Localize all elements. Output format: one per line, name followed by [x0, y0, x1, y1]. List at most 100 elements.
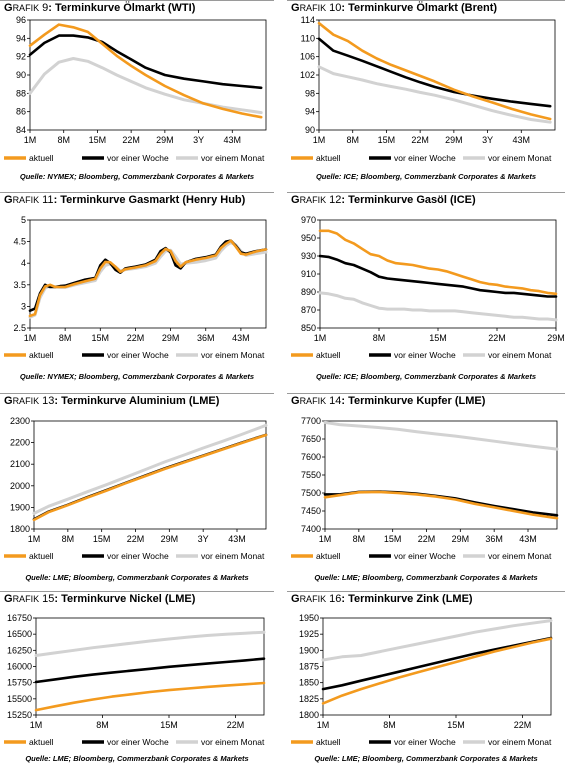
y-tick-label: 7700: [301, 416, 321, 426]
x-tick-label: 43M: [228, 534, 246, 544]
x-tick-label: 36M: [197, 333, 215, 343]
line-chart: 2.5 3 3.5 4 4.5 5 1M 8M 15M 22M 29M 36M 43M aktuell vo…: [4, 215, 268, 360]
series-line-vor-einem-monat: [321, 619, 553, 662]
x-tick-label: 22M: [488, 333, 506, 343]
legend-label: aktuell: [29, 350, 54, 360]
y-tick-label: 98: [305, 88, 315, 98]
y-tick-label: 2200: [10, 438, 30, 448]
legend-label: vor einem Monat: [201, 153, 265, 163]
x-tick-label: 15M: [429, 333, 447, 343]
legend-label: aktuell: [316, 350, 341, 360]
chart-title: GRAFIK 10: Terminkurve Ölmarkt (Brent): [291, 2, 498, 14]
x-tick-label: 1M: [28, 534, 41, 544]
chart-panel-grafik-14: GRAFIK 14: Terminkurve Kupfer (LME) 7400…: [287, 393, 565, 585]
legend-label: vor einem Monat: [488, 153, 552, 163]
x-tick-label: 29M: [161, 534, 179, 544]
x-tick-label: 3Y: [193, 135, 204, 145]
x-tick-label: 15M: [92, 333, 110, 343]
x-tick-label: 1M: [319, 534, 332, 544]
x-tick-label: 29M: [445, 135, 463, 145]
x-tick-label: 29M: [547, 333, 565, 343]
x-tick-label: 22M: [127, 534, 145, 544]
y-tick-label: 106: [300, 52, 315, 62]
line-chart: 1800 1900 2000 2100 2200 2300 1M 8M 15M 22M 29M 3Y 4…: [4, 416, 268, 561]
chart-title: GRAFIK 9: Terminkurve Ölmarkt (WTI): [4, 2, 196, 14]
y-tick-label: 94: [305, 107, 315, 117]
y-tick-label: 2000: [10, 481, 30, 491]
y-tick-label: 850: [301, 323, 316, 333]
x-tick-label: 8M: [57, 135, 70, 145]
legend-label: vor einer Woche: [107, 551, 169, 561]
legend-label: aktuell: [29, 551, 54, 561]
y-tick-label: 7400: [301, 524, 321, 534]
legend-label: vor einer Woche: [107, 350, 169, 360]
legend-label: vor einem Monat: [488, 551, 552, 561]
x-tick-label: 8M: [96, 720, 109, 730]
y-tick-label: 1825: [299, 694, 319, 704]
x-tick-label: 43M: [513, 135, 531, 145]
x-tick-label: 1M: [30, 720, 43, 730]
chart-source: Quelle: ICE; Bloomberg, Commerzbank Corp…: [315, 372, 537, 381]
legend-label: vor einem Monat: [488, 737, 552, 747]
y-tick-label: 1875: [299, 662, 319, 672]
y-tick-label: 2100: [10, 459, 30, 469]
chart-title: GRAFIK 12: Terminkurve Gasöl (ICE): [291, 194, 476, 206]
y-tick-label: 7450: [301, 506, 321, 516]
line-chart: 1800 1825 1850 1875 1900 1925 1950 1M 8M 15M 22M ak…: [291, 613, 553, 747]
y-tick-label: 16000: [7, 662, 32, 672]
x-tick-label: 36M: [485, 534, 503, 544]
x-tick-label: 1M: [314, 333, 327, 343]
y-tick-label: 950: [301, 233, 316, 243]
legend-label: vor einer Woche: [107, 153, 169, 163]
y-tick-label: 930: [301, 251, 316, 261]
chart-source: Quelle: NYMEX; Bloomberg, Commerzbank Co…: [19, 172, 255, 181]
series-line-vor-einem-monat: [28, 241, 268, 319]
legend-label: vor einer Woche: [394, 350, 456, 360]
y-tick-label: 94: [16, 33, 26, 43]
legend-label: vor einer Woche: [107, 737, 169, 747]
y-tick-label: 4: [21, 258, 26, 268]
y-tick-label: 1800: [299, 710, 319, 720]
legend-label: vor einer Woche: [394, 551, 456, 561]
chart-title: GRAFIK 15: Terminkurve Nickel (LME): [4, 593, 196, 605]
x-tick-label: 22M: [411, 135, 429, 145]
y-tick-label: 7550: [301, 470, 321, 480]
y-tick-label: 16750: [7, 613, 32, 623]
x-tick-label: 1M: [24, 333, 37, 343]
x-tick-label: 15M: [447, 720, 465, 730]
line-chart: 84 86 88 90 92 94 96 1M 8M 15M 22M 29M 3Y 43M aktuell v…: [4, 15, 267, 163]
x-tick-label: 15M: [160, 720, 178, 730]
x-tick-label: 22M: [122, 135, 140, 145]
series-line-aktuell: [32, 433, 268, 522]
chart-source: Quelle: LME; Bloomberg, Commerzbank Corp…: [314, 754, 538, 763]
x-tick-label: 8M: [346, 135, 359, 145]
y-tick-label: 16500: [7, 629, 32, 639]
y-tick-label: 3.5: [13, 280, 26, 290]
x-tick-label: 43M: [224, 135, 242, 145]
series-line-vor-einer-woche: [28, 34, 263, 90]
legend-label: vor einer Woche: [394, 153, 456, 163]
series-line-aktuell: [34, 681, 266, 712]
line-chart: 7400 7450 7500 7550 7600 7650 7700 1M 8M 15M 22M 29…: [291, 416, 559, 561]
y-tick-label: 1925: [299, 629, 319, 639]
divider: [0, 591, 274, 592]
y-tick-label: 1900: [10, 502, 30, 512]
series-line-vor-einem-monat: [317, 65, 552, 124]
chart-panel-grafik-13: GRAFIK 13: Terminkurve Aluminium (LME) 1…: [0, 393, 274, 585]
chart-panel-grafik-15: GRAFIK 15: Terminkurve Nickel (LME) 1525…: [0, 591, 274, 766]
chart-title: GRAFIK 16: Terminkurve Zink (LME): [291, 593, 473, 605]
chart-panel-grafik-10: GRAFIK 10: Terminkurve Ölmarkt (Brent) 9…: [287, 0, 565, 190]
divider: [0, 393, 274, 394]
y-tick-label: 110: [301, 33, 315, 43]
chart-panel-grafik-9: GRAFIK 9: Terminkurve Ölmarkt (WTI) 84 86…: [0, 0, 274, 190]
x-tick-label: 8M: [383, 720, 396, 730]
x-tick-label: 15M: [89, 135, 107, 145]
x-tick-label: 15M: [93, 534, 111, 544]
divider: [287, 0, 565, 1]
legend-label: vor einem Monat: [201, 737, 265, 747]
chart-panel-grafik-11: GRAFIK 11: Terminkurve Gasmarkt (Henry H…: [0, 192, 274, 385]
series-line-aktuell: [317, 21, 552, 121]
x-tick-label: 1M: [24, 135, 37, 145]
chart-title: GRAFIK 13: Terminkurve Aluminium (LME): [4, 395, 220, 407]
x-tick-label: 1M: [317, 720, 330, 730]
